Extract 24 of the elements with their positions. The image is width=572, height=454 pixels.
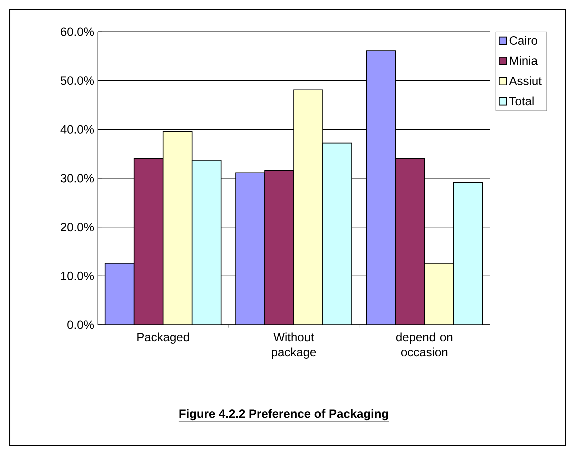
bar: [294, 90, 324, 325]
x-tick-label: Packaged: [138, 332, 190, 344]
bar: [264, 170, 294, 325]
x-tick-label: Without package: [272, 332, 316, 359]
y-tick-label: 20.0%: [61, 223, 94, 232]
legend-label: Assiut: [509, 76, 542, 86]
text: Figure 4.2.2 Preference of Packaging: [180, 409, 388, 421]
legend-label: Cairo: [510, 36, 538, 45]
bar: [453, 182, 484, 325]
y-tick-label: 10.0%: [61, 272, 94, 280]
x-tick-label: depend on occasion: [396, 332, 453, 357]
bar: [162, 131, 193, 325]
bar: [424, 263, 454, 325]
bar: [192, 160, 222, 325]
y-tick-label: 40.0%: [60, 125, 94, 134]
legend-label: Minia: [510, 56, 538, 66]
legend-label: Total: [510, 96, 534, 106]
bar: [134, 158, 164, 325]
y-tick-label: 30.0%: [60, 174, 94, 183]
y-tick-label: 0.0%: [68, 320, 94, 330]
bar: [322, 142, 352, 325]
y-tick-label: 50.0%: [60, 76, 94, 86]
bar: [395, 158, 426, 325]
y-tick-label: 60.0%: [61, 28, 94, 36]
